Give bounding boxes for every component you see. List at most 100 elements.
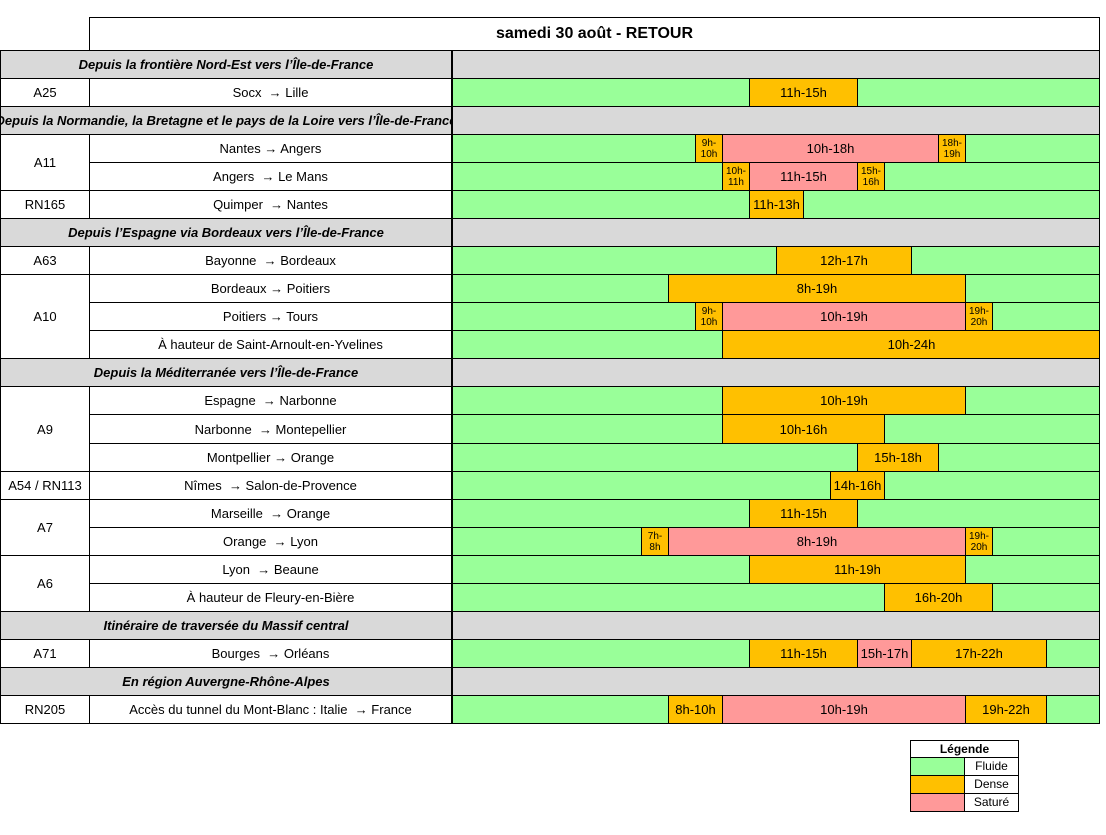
- section-header-band: [452, 667, 1100, 696]
- traffic-segment-dense: 14h-16h: [830, 472, 885, 499]
- route-name: Bourges → Orléans: [89, 639, 452, 668]
- traffic-timeline: 16h-20h: [452, 583, 1100, 612]
- route-name: Quimper → Nantes: [89, 190, 452, 219]
- road-id: A63: [0, 246, 90, 275]
- route-name: Bayonne → Bordeaux: [89, 246, 452, 275]
- route-name: À hauteur de Saint-Arnoult-en-Yvelines: [89, 330, 452, 359]
- traffic-segment-dense: 11h-15h: [749, 500, 858, 527]
- traffic-segment-dense: 15h-18h: [857, 444, 939, 471]
- section-header-band: [452, 106, 1100, 135]
- route-name: Poitiers → Tours: [89, 302, 452, 331]
- legend-row-sature: Saturé: [911, 794, 1018, 811]
- traffic-timeline: 10h-24h: [452, 330, 1100, 359]
- traffic-segment-dense: 11h-15h: [749, 79, 858, 106]
- section-header: Depuis la Méditerranée vers l’Île-de-Fra…: [0, 358, 452, 387]
- traffic-timeline: 11h-19h: [452, 555, 1100, 584]
- legend-title: Légende: [911, 741, 1018, 758]
- traffic-segment-dense: 19h- 20h: [965, 303, 993, 330]
- traffic-timeline: 11h-15h: [452, 78, 1100, 107]
- traffic-segment-dense: 8h-19h: [668, 275, 966, 302]
- traffic-segment-dense: 19h- 20h: [965, 528, 993, 555]
- road-id: A7: [0, 499, 90, 556]
- legend-label-sature: Saturé: [973, 795, 1010, 809]
- traffic-timeline: 10h-16h: [452, 414, 1100, 444]
- legend-swatch-dense: [911, 776, 965, 793]
- road-id: A54 / RN113: [0, 471, 90, 500]
- route-name: Bordeaux → Poitiers: [89, 274, 452, 303]
- traffic-segment-dense: 11h-15h: [749, 640, 858, 667]
- road-id: A11: [0, 134, 90, 191]
- route-name: Accès du tunnel du Mont-Blanc : Italie →…: [89, 695, 452, 724]
- section-header: Depuis la Normandie, la Bretagne et le p…: [0, 106, 456, 135]
- traffic-segment-dense: 8h-10h: [668, 696, 723, 723]
- traffic-segment-dense: 11h-19h: [749, 556, 966, 583]
- traffic-segment-sature: 15h-17h: [857, 640, 912, 667]
- section-header-band: [452, 50, 1100, 79]
- route-name: Nantes → Angers: [89, 134, 452, 163]
- section-header: En région Auvergne-Rhône-Alpes: [0, 667, 452, 696]
- road-id: A6: [0, 555, 90, 612]
- traffic-segment-dense: 18h- 19h: [938, 135, 966, 162]
- section-header: Depuis la frontière Nord-Est vers l’Île-…: [0, 50, 452, 79]
- road-id: A25: [0, 78, 90, 107]
- traffic-timeline: 15h-18h: [452, 443, 1100, 472]
- section-header: Itinéraire de traversée du Massif centra…: [0, 611, 452, 640]
- legend-label-fluide: Fluide: [975, 759, 1008, 773]
- traffic-segment-dense: 9h- 10h: [695, 303, 723, 330]
- legend-swatch-fluide: [911, 758, 965, 775]
- traffic-segment-dense: 9h- 10h: [695, 135, 723, 162]
- traffic-timeline: 8h-10h 10h-19h 19h-22h: [452, 695, 1100, 724]
- traffic-timeline: 14h-16h: [452, 471, 1100, 500]
- traffic-segment-sature: 11h-15h: [749, 163, 858, 190]
- traffic-segment-sature: 10h-18h: [722, 135, 939, 162]
- traffic-segment-dense: 15h- 16h: [857, 163, 885, 190]
- section-header-band: [452, 218, 1100, 247]
- traffic-segment-dense: 10h-19h: [722, 387, 966, 414]
- traffic-timeline: 11h-13h: [452, 190, 1100, 219]
- traffic-timeline: 8h-19h: [452, 274, 1100, 303]
- legend-row-dense: Dense: [911, 776, 1018, 794]
- traffic-segment-dense: 7h- 8h: [641, 528, 669, 555]
- traffic-timeline: 11h-15h: [452, 499, 1100, 528]
- traffic-timeline: 9h- 10h 10h-18h 18h- 19h: [452, 134, 1100, 163]
- traffic-timeline: 12h-17h: [452, 246, 1100, 275]
- traffic-segment-dense: 12h-17h: [776, 247, 912, 274]
- traffic-segment-dense: 10h-16h: [722, 415, 885, 443]
- traffic-segment-sature: 10h-19h: [722, 303, 966, 330]
- traffic-timeline: 10h- 11h 11h-15h 15h- 16h: [452, 162, 1100, 191]
- road-id: RN165: [0, 190, 90, 219]
- traffic-timeline: 10h-19h: [452, 386, 1100, 415]
- route-name: Narbonne → Montepellier: [89, 414, 452, 444]
- route-name: Angers → Le Mans: [89, 162, 452, 191]
- road-id: RN205: [0, 695, 90, 724]
- section-header-band: [452, 611, 1100, 640]
- traffic-segment-sature: 8h-19h: [668, 528, 966, 555]
- traffic-segment-dense: 11h-13h: [749, 191, 804, 218]
- traffic-segment-dense: 10h-24h: [722, 331, 1099, 358]
- route-name: Nîmes → Salon-de-Provence: [89, 471, 452, 500]
- road-id: A9: [0, 386, 90, 472]
- section-header: Depuis l’Espagne via Bordeaux vers l’Île…: [0, 218, 452, 247]
- route-name: Lyon → Beaune: [89, 555, 452, 584]
- route-name: Marseille → Orange: [89, 499, 452, 528]
- traffic-segment-dense: 16h-20h: [884, 584, 993, 611]
- route-name: Espagne → Narbonne: [89, 386, 452, 415]
- traffic-segment-sature: 10h-19h: [722, 696, 966, 723]
- route-name: À hauteur de Fleury-en-Bière: [89, 583, 452, 612]
- section-header-band: [452, 358, 1100, 387]
- road-id: A10: [0, 274, 90, 359]
- traffic-timeline: 11h-15h 15h-17h 17h-22h: [452, 639, 1100, 668]
- traffic-timeline: 7h- 8h 8h-19h 19h- 20h: [452, 527, 1100, 556]
- legend-row-fluide: Fluide: [911, 758, 1018, 776]
- legend-swatch-sature: [911, 794, 965, 811]
- traffic-segment-dense: 17h-22h: [911, 640, 1047, 667]
- route-name: Orange → Lyon: [89, 527, 452, 556]
- page-title: samedi 30 août - RETOUR: [89, 17, 1100, 51]
- legend-label-dense: Dense: [974, 777, 1009, 791]
- road-id: A71: [0, 639, 90, 668]
- traffic-segment-dense: 19h-22h: [965, 696, 1047, 723]
- legend: Légende Fluide Dense Saturé: [910, 740, 1019, 812]
- traffic-segment-dense: 10h- 11h: [722, 163, 750, 190]
- traffic-timeline: 9h- 10h 10h-19h 19h- 20h: [452, 302, 1100, 331]
- route-name: Montpellier → Orange: [89, 443, 452, 472]
